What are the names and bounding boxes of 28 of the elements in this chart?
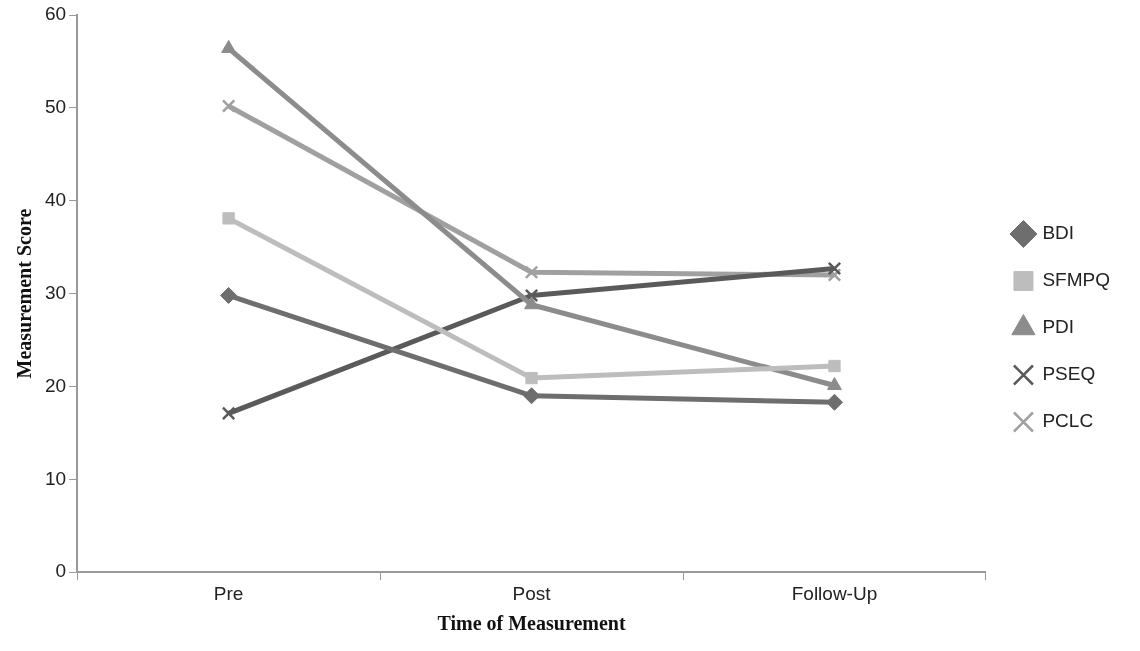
legend-label: PDI <box>1042 316 1075 338</box>
legend-label: PCLC <box>1042 410 1094 432</box>
legend-label: SFMPQ <box>1042 269 1110 291</box>
y-tick-label: 50 <box>44 96 67 118</box>
y-tick-label: 30 <box>44 281 67 303</box>
point <box>222 212 235 225</box>
point <box>525 371 538 385</box>
point <box>220 286 238 304</box>
point <box>524 296 539 310</box>
point <box>828 359 841 373</box>
x-tick-label: Follow-Up <box>791 582 878 604</box>
legend-label: BDI <box>1042 222 1075 244</box>
point <box>221 99 236 113</box>
y-tick-label: 40 <box>44 188 67 210</box>
y-tick-label: 10 <box>44 467 67 489</box>
y-tick-label: 20 <box>44 374 67 396</box>
x-axis-title: Time of Measurement <box>437 612 626 635</box>
point <box>524 265 539 280</box>
x-tick-label: Pre <box>213 582 244 604</box>
point <box>827 377 842 391</box>
point <box>827 261 842 276</box>
y-axis-title: Measurement Score <box>13 208 36 379</box>
point <box>221 406 236 421</box>
x-tick-label: Post <box>512 582 552 604</box>
legend-label: PSEQ <box>1042 363 1096 385</box>
point <box>524 288 539 303</box>
y-tick-label: 0 <box>55 560 67 582</box>
y-tick-label: 60 <box>44 3 67 25</box>
